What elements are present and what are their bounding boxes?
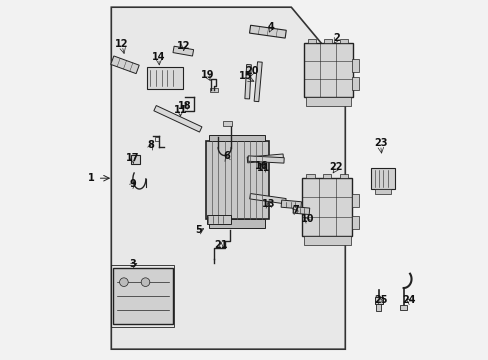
Text: 22: 22 (328, 162, 342, 172)
Bar (303, 236, 350, 245)
Bar (111, 265, 174, 327)
Bar (339, 174, 347, 178)
Bar (352, 216, 358, 229)
Text: 13: 13 (262, 199, 275, 210)
Polygon shape (173, 46, 193, 56)
Bar (223, 121, 231, 126)
Polygon shape (249, 194, 285, 204)
Text: 7: 7 (292, 205, 298, 215)
Bar (323, 174, 331, 178)
Text: 14: 14 (152, 51, 165, 62)
Bar (131, 155, 140, 164)
Polygon shape (244, 64, 251, 99)
Text: 17: 17 (126, 153, 140, 163)
Text: 15: 15 (238, 71, 252, 81)
Bar (210, 88, 218, 92)
Bar (399, 305, 407, 310)
Bar (302, 178, 352, 236)
Text: 9: 9 (129, 179, 136, 189)
Bar (209, 219, 264, 228)
Text: 1: 1 (88, 173, 95, 183)
Polygon shape (247, 154, 283, 163)
Bar (375, 304, 381, 311)
Text: 6: 6 (223, 150, 229, 161)
Polygon shape (247, 156, 284, 163)
Text: 8: 8 (147, 140, 154, 150)
Text: 25: 25 (373, 294, 386, 305)
Polygon shape (281, 200, 301, 209)
Bar (146, 67, 182, 89)
Bar (307, 39, 315, 43)
Bar (370, 168, 394, 189)
Bar (374, 297, 382, 304)
Polygon shape (111, 7, 345, 349)
Bar (352, 59, 358, 72)
Bar (374, 189, 390, 194)
Polygon shape (292, 207, 309, 215)
Circle shape (120, 278, 128, 287)
Bar (324, 39, 331, 43)
Bar (340, 39, 348, 43)
Polygon shape (254, 62, 262, 102)
Polygon shape (154, 105, 202, 132)
Circle shape (141, 278, 149, 287)
Text: 24: 24 (402, 294, 415, 305)
Text: 10: 10 (300, 214, 314, 224)
Text: 19: 19 (201, 69, 214, 80)
Text: 2: 2 (332, 33, 339, 43)
Text: 4: 4 (267, 22, 274, 32)
Text: 21: 21 (214, 240, 227, 250)
Text: 12: 12 (177, 41, 190, 51)
Text: 23: 23 (373, 138, 386, 148)
Bar (352, 77, 358, 90)
Bar (206, 215, 231, 224)
Text: 11: 11 (173, 105, 187, 115)
Bar (305, 174, 314, 178)
Bar (154, 137, 159, 141)
Text: 18: 18 (178, 101, 191, 111)
Bar (303, 43, 352, 97)
Text: 5: 5 (195, 225, 202, 235)
Text: 16: 16 (255, 161, 268, 171)
Bar (305, 97, 350, 106)
Bar (352, 194, 358, 207)
Bar (113, 268, 172, 324)
Bar (209, 135, 264, 141)
Polygon shape (249, 25, 285, 38)
Text: 12: 12 (115, 39, 128, 49)
Bar (205, 141, 268, 219)
Text: 20: 20 (244, 66, 258, 76)
Text: 11: 11 (256, 163, 269, 174)
Text: 3: 3 (129, 258, 136, 269)
Polygon shape (110, 56, 139, 74)
